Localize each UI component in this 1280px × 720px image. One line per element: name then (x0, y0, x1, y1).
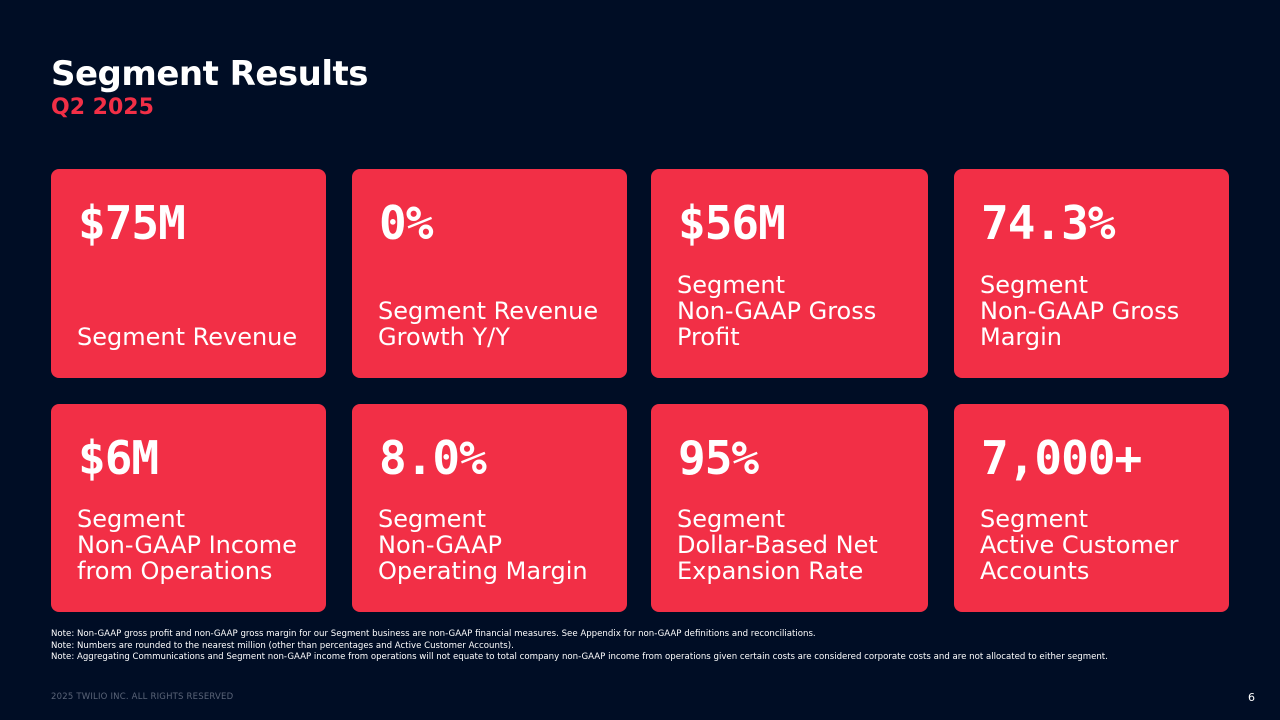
metric-card-segment-revenue: $75M Segment Revenue (51, 169, 326, 378)
metric-card-gross-profit: $56M Segment Non-GAAP Gross Profit (651, 169, 928, 378)
metric-label: Segment Non-GAAP Gross Margin (980, 271, 1180, 351)
page-title: Segment Results (51, 54, 369, 94)
metric-card-gross-margin: 74.3% Segment Non-GAAP Gross Margin (954, 169, 1229, 378)
metric-label: Segment Revenue (77, 323, 298, 351)
footnotes: Note: Non-GAAP gross profit and non-GAAP… (51, 629, 1231, 664)
metric-card-revenue-growth: 0% Segment Revenue Growth Y/Y (352, 169, 627, 378)
footnote: Note: Non-GAAP gross profit and non-GAAP… (51, 629, 816, 639)
metric-value: 8.0% (379, 431, 487, 485)
footnote: Note: Aggregating Communications and Seg… (51, 652, 1108, 663)
metric-label: Segment Dollar-Based Net Expansion Rate (677, 505, 878, 585)
metric-label: Segment Non-GAAP Income from Operations (77, 505, 297, 585)
metric-label: Segment Revenue Growth Y/Y (378, 297, 599, 351)
footnote: Note: Numbers are rounded to the nearest… (51, 640, 514, 651)
metric-card-operating-margin: 8.0% Segment Non-GAAP Operating Margin (352, 404, 627, 612)
metric-value: $6M (78, 431, 159, 485)
metric-card-net-expansion-rate: 95% Segment Dollar-Based Net Expansion R… (651, 404, 928, 612)
metric-label: Segment Non-GAAP Gross Profit (677, 271, 877, 351)
copyright-footer: 2025 TWILIO INC. ALL RIGHTS RESERVED (51, 692, 234, 702)
metric-label: Segment Active Customer Accounts (980, 505, 1179, 585)
metric-card-active-customer-accounts: 7,000+ Segment Active Customer Accounts (954, 404, 1229, 612)
metric-value: $56M (678, 196, 786, 250)
metric-value: 95% (678, 431, 759, 485)
metric-label: Segment Non-GAAP Operating Margin (378, 505, 588, 585)
metric-value: $75M (78, 196, 186, 250)
metric-value: 74.3% (981, 196, 1115, 250)
metric-value: 0% (379, 196, 433, 250)
metric-card-income-from-operations: $6M Segment Non-GAAP Income from Operati… (51, 404, 326, 612)
page-number: 6 (1248, 691, 1255, 704)
page-subtitle: Q2 2025 (51, 95, 154, 120)
metric-value: 7,000+ (981, 431, 1142, 485)
